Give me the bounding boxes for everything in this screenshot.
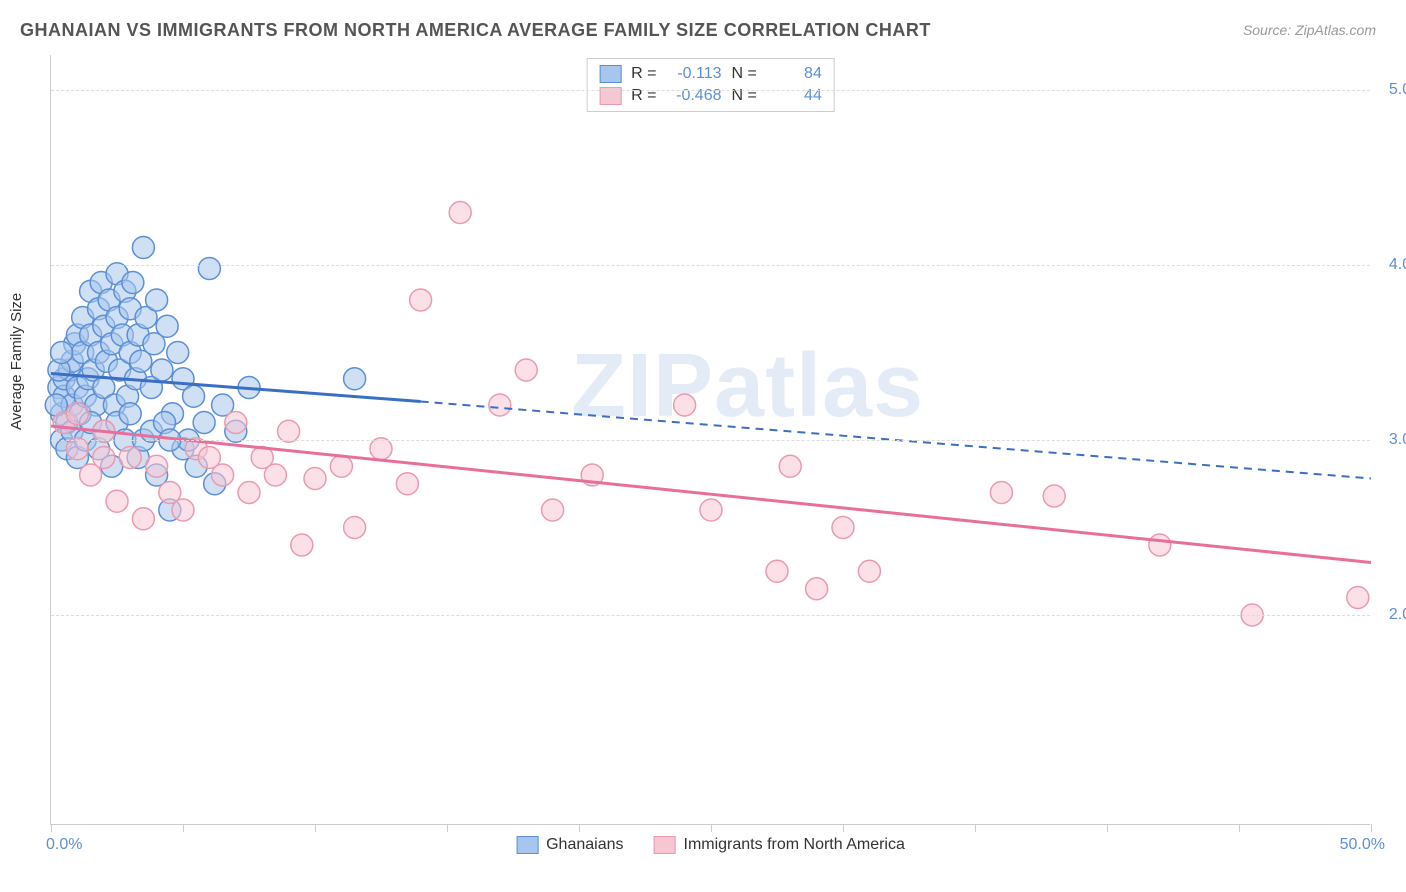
data-point — [146, 289, 168, 311]
data-point — [344, 517, 366, 539]
data-point — [344, 368, 366, 390]
data-point — [66, 438, 88, 460]
data-point — [132, 237, 154, 259]
x-tick — [1107, 824, 1108, 832]
x-tick — [579, 824, 580, 832]
gridline — [51, 440, 1370, 441]
data-point — [330, 455, 352, 477]
stats-row: R = -0.113 N = 84 — [599, 63, 822, 85]
data-point — [291, 534, 313, 556]
data-point — [674, 394, 696, 416]
data-point — [212, 464, 234, 486]
x-min-label: 0.0% — [46, 836, 82, 854]
bottom-legend: Ghanaians Immigrants from North America — [516, 836, 905, 854]
legend-item: Ghanaians — [516, 836, 623, 854]
data-point — [1347, 587, 1369, 609]
data-point — [779, 455, 801, 477]
data-point — [1043, 485, 1065, 507]
data-point — [370, 438, 392, 460]
swatch-blue — [516, 836, 538, 854]
data-point — [156, 315, 178, 337]
data-point — [990, 482, 1012, 504]
n-value: 84 — [767, 65, 822, 83]
x-tick — [711, 824, 712, 832]
data-point — [106, 490, 128, 512]
data-point — [542, 499, 564, 521]
gridline — [51, 265, 1370, 266]
x-tick — [183, 824, 184, 832]
swatch-blue — [599, 65, 621, 83]
chart-title: GHANAIAN VS IMMIGRANTS FROM NORTH AMERIC… — [20, 20, 931, 41]
data-point — [449, 202, 471, 224]
data-point — [806, 578, 828, 600]
stats-row: R = -0.468 N = 44 — [599, 85, 822, 107]
data-point — [700, 499, 722, 521]
data-point — [183, 385, 205, 407]
data-point — [304, 468, 326, 490]
x-tick — [315, 824, 316, 832]
source-label: Source: ZipAtlas.com — [1243, 22, 1376, 38]
data-point — [93, 447, 115, 469]
y-tick-label: 4.00 — [1375, 256, 1406, 274]
x-tick — [843, 824, 844, 832]
data-point — [146, 455, 168, 477]
x-tick — [1239, 824, 1240, 832]
gridline — [51, 615, 1370, 616]
x-max-label: 50.0% — [1340, 836, 1385, 854]
data-point — [278, 420, 300, 442]
data-point — [264, 464, 286, 486]
y-tick-label: 2.00 — [1375, 606, 1406, 624]
x-tick — [1371, 824, 1372, 832]
x-tick — [447, 824, 448, 832]
data-point — [225, 412, 247, 434]
swatch-pink — [654, 836, 676, 854]
y-axis-label: Average Family Size — [8, 293, 25, 430]
data-point — [198, 258, 220, 280]
stats-legend: R = -0.113 N = 84 R = -0.468 N = 44 — [586, 58, 835, 112]
y-tick-label: 5.00 — [1375, 81, 1406, 99]
data-point — [766, 560, 788, 582]
data-point — [172, 499, 194, 521]
data-point — [66, 403, 88, 425]
n-label: N = — [732, 65, 757, 83]
data-point — [832, 517, 854, 539]
r-value: -0.113 — [667, 65, 722, 83]
data-point — [515, 359, 537, 381]
y-tick-label: 3.00 — [1375, 431, 1406, 449]
data-point — [132, 508, 154, 530]
plot-area: ZIPatlas R = -0.113 N = 84 R = -0.468 N … — [50, 55, 1370, 825]
data-point — [119, 447, 141, 469]
r-label: R = — [631, 65, 656, 83]
data-point — [167, 342, 189, 364]
data-point — [489, 394, 511, 416]
gridline — [51, 90, 1370, 91]
data-point — [410, 289, 432, 311]
data-point — [151, 359, 173, 381]
legend-item: Immigrants from North America — [654, 836, 905, 854]
data-point — [1149, 534, 1171, 556]
data-point — [193, 412, 215, 434]
data-point — [122, 272, 144, 294]
data-point — [396, 473, 418, 495]
legend-label: Ghanaians — [546, 836, 623, 854]
x-tick — [975, 824, 976, 832]
data-point — [238, 482, 260, 504]
legend-label: Immigrants from North America — [684, 836, 905, 854]
data-point — [51, 342, 73, 364]
x-tick — [51, 824, 52, 832]
data-point — [858, 560, 880, 582]
data-point — [119, 403, 141, 425]
